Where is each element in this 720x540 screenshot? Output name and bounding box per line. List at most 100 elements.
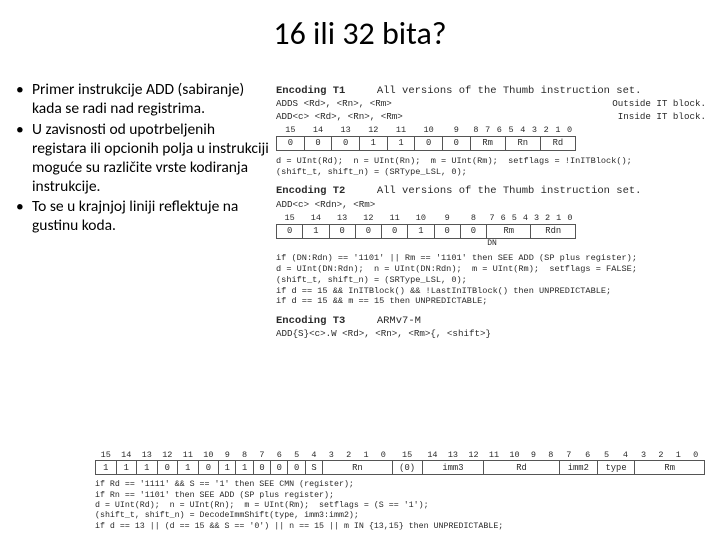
bit-header-cell: 6 xyxy=(494,126,506,136)
bit-header-cell: 4 xyxy=(616,450,635,461)
bit-header-cell: 8 xyxy=(470,126,482,136)
bit-value-cell: 0 xyxy=(329,224,355,238)
bit-header-cell: 3 xyxy=(635,450,652,461)
bit-header-cell: 7 xyxy=(253,450,270,461)
enc2-dn-label: DN xyxy=(487,238,498,248)
bit-header-cell: 3 xyxy=(529,126,541,136)
bit-header-cell: 5 xyxy=(597,450,616,461)
bit-header-cell: 8 xyxy=(236,450,253,461)
bit-value-cell: imm3 xyxy=(422,461,484,475)
bit-header-cell: 7 xyxy=(482,126,494,136)
bit-header-cell: 7 xyxy=(487,214,498,224)
bit-value-cell: (0) xyxy=(392,461,422,475)
bit-header-cell: 0 xyxy=(375,450,392,461)
enc2-bit-table: 1514131211109876543210 01000100RmRdn DN xyxy=(276,214,576,248)
bit-value-cell: 1 xyxy=(387,136,415,150)
bit-header-cell: 0 xyxy=(564,214,575,224)
enc1-syntax1: ADDS <Rd>, <Rn>, <Rm> Outside IT block. xyxy=(276,99,710,110)
bit-header-cell: 2 xyxy=(542,214,553,224)
bit-value-cell: 0 xyxy=(442,136,470,150)
bit-header-cell: 11 xyxy=(387,126,415,136)
bit-header-cell: 8 xyxy=(460,214,486,224)
bit-header-cell: 2 xyxy=(540,126,552,136)
enc2-label: Encoding T2 xyxy=(276,185,345,197)
bit-header-cell: 13 xyxy=(137,450,158,461)
bit-header-cell: 15 xyxy=(96,450,117,461)
bit-value-cell: 1 xyxy=(137,461,158,475)
enc1-label: Encoding T1 xyxy=(276,85,345,97)
enc3-wide-area: 1514131211109876543210151413121110987654… xyxy=(95,446,710,532)
enc2-pseudocode: if (DN:Rdn) == '1101' || Rm == '1101' th… xyxy=(276,253,710,307)
enc2-header: Encoding T2 All versions of the Thumb in… xyxy=(276,185,710,197)
bit-header-cell: 15 xyxy=(277,126,305,136)
bit-value-cell: 1 xyxy=(408,224,434,238)
bullet-dot: • xyxy=(14,121,32,197)
bit-header-cell: 9 xyxy=(434,214,460,224)
page-title: 16 ili 32 bita? xyxy=(0,0,720,53)
bit-value-cell: 1 xyxy=(236,461,253,475)
bit-header-cell: 9 xyxy=(219,450,236,461)
bit-header-cell: 10 xyxy=(415,126,443,136)
bit-value-cell: 0 xyxy=(355,224,381,238)
enc3-pseudocode: if Rd == '1111' && S == '1' then SEE CMN… xyxy=(95,480,710,532)
bit-header-cell: 10 xyxy=(504,450,525,461)
bit-header-cell: 4 xyxy=(305,450,322,461)
bit-header-cell: 1 xyxy=(357,450,374,461)
bit-value-cell: 0 xyxy=(415,136,443,150)
enc3-version: ARMv7-M xyxy=(377,315,421,327)
bit-header-cell: 6 xyxy=(498,214,509,224)
bullet-dot: • xyxy=(14,81,32,119)
encoding-diagram: Encoding T1 All versions of the Thumb in… xyxy=(276,81,710,340)
bit-value-cell: Rd xyxy=(484,461,560,475)
bit-header-cell: 2 xyxy=(652,450,669,461)
bit-value-cell: Rn xyxy=(323,461,392,475)
bit-value-cell: 0 xyxy=(157,461,178,475)
bit-header-cell: 8 xyxy=(542,450,559,461)
bullet-text-3: To se u krajnjoj liniji reflektuje na gu… xyxy=(32,198,270,236)
enc1-version: All versions of the Thumb instruction se… xyxy=(377,85,642,97)
bit-value-cell: 0 xyxy=(460,224,486,238)
bit-header-cell: 3 xyxy=(323,450,340,461)
bullet-text-2: U zavisnosti od upotrbeljenih registara … xyxy=(32,121,270,197)
bit-value-cell: Rm xyxy=(635,461,705,475)
bit-header-cell: 6 xyxy=(578,450,597,461)
bit-value-cell: 0 xyxy=(271,461,288,475)
bit-header-cell: 11 xyxy=(382,214,408,224)
enc3-label: Encoding T3 xyxy=(276,315,345,327)
bit-value-cell: 1 xyxy=(303,224,329,238)
bit-header-cell: 1 xyxy=(552,126,564,136)
bit-value-cell: 1 xyxy=(178,461,199,475)
bit-value-cell: Rm xyxy=(487,224,531,238)
bit-value-cell: 1 xyxy=(219,461,236,475)
bit-header-cell: 10 xyxy=(408,214,434,224)
bit-value-cell: 1 xyxy=(116,461,137,475)
bit-value-cell: 0 xyxy=(277,136,305,150)
bit-header-cell: 12 xyxy=(157,450,178,461)
bit-header-cell: 7 xyxy=(559,450,578,461)
bit-header-cell: 9 xyxy=(442,126,470,136)
bit-header-cell: 6 xyxy=(271,450,288,461)
bit-value-cell: 1 xyxy=(359,136,387,150)
bit-header-cell: 12 xyxy=(463,450,484,461)
enc1-pseudocode: d = UInt(Rd); n = UInt(Rn); m = UInt(Rm)… xyxy=(276,156,710,177)
bit-header-cell: 2 xyxy=(340,450,357,461)
bit-header-cell: 4 xyxy=(517,126,529,136)
bit-value-cell: S xyxy=(305,461,322,475)
bit-header-cell: 14 xyxy=(304,126,332,136)
bit-value-cell: 1 xyxy=(96,461,117,475)
bullet-text-1: Primer instrukcije ADD (sabiranje) kada … xyxy=(32,81,270,119)
bit-header-cell: 5 xyxy=(509,214,520,224)
enc1-syntax2: ADD<c> <Rd>, <Rn>, <Rm> Inside IT block. xyxy=(276,112,710,123)
bit-header-cell: 14 xyxy=(303,214,329,224)
bit-header-cell: 13 xyxy=(332,126,360,136)
enc2-syntax1: ADD<c> <Rdn>, <Rm> xyxy=(276,200,710,211)
enc3-header: Encoding T3 ARMv7-M xyxy=(276,315,710,327)
enc3-syntax1: ADD{S}<c>.W <Rd>, <Rn>, <Rm>{, <shift>} xyxy=(276,329,710,340)
bit-value-cell: Rn xyxy=(505,136,540,150)
bit-value-cell: 0 xyxy=(332,136,360,150)
enc3-bit-table: 1514131211109876543210151413121110987654… xyxy=(95,450,705,475)
bit-header-cell: 12 xyxy=(355,214,381,224)
bit-header-cell: 13 xyxy=(443,450,464,461)
bit-value-cell: 0 xyxy=(288,461,305,475)
bit-value-cell: Rm xyxy=(470,136,505,150)
